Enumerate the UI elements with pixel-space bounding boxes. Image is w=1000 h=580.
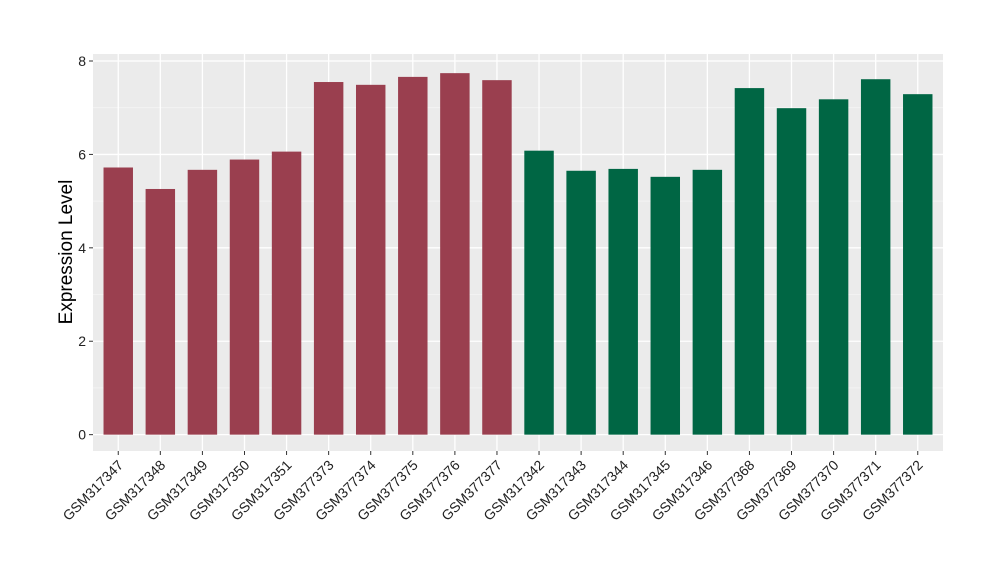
bar-GSM377376 [440,73,470,435]
bar-GSM377369 [776,108,807,435]
y-tick-label: 6 [78,146,86,162]
y-tick-label: 0 [78,427,86,443]
bar-GSM377375 [398,76,428,435]
bar-GSM377368 [734,88,765,435]
y-axis: 0 2 4 6 8 [78,53,93,443]
bar-GSM377377 [482,80,512,435]
bar-GSM317351 [271,151,302,435]
bars [103,73,933,435]
bar-GSM317343 [566,170,596,435]
bar-GSM317350 [229,159,260,435]
plot-panel [93,54,943,451]
y-tick-label: 4 [78,240,86,256]
bar-GSM377372 [903,94,933,435]
bar-GSM317342 [524,150,554,435]
bar-GSM377370 [818,99,849,435]
bar-GSM317348 [145,188,176,435]
bar-GSM317344 [608,168,638,435]
bar-GSM317349 [187,169,218,435]
bar-GSM317346 [692,169,723,435]
y-tick-label: 2 [78,333,86,349]
bar-GSM377371 [860,79,891,435]
bar-GSM317347 [103,167,133,435]
bar-GSM377373 [313,82,344,435]
y-tick-label: 8 [78,53,86,69]
y-axis-title: Expression Level [56,180,77,325]
bar-GSM377374 [355,84,386,435]
bar-GSM317345 [650,176,681,435]
x-axis: GSM317347GSM317348GSM317349GSM317350GSM3… [59,451,926,524]
